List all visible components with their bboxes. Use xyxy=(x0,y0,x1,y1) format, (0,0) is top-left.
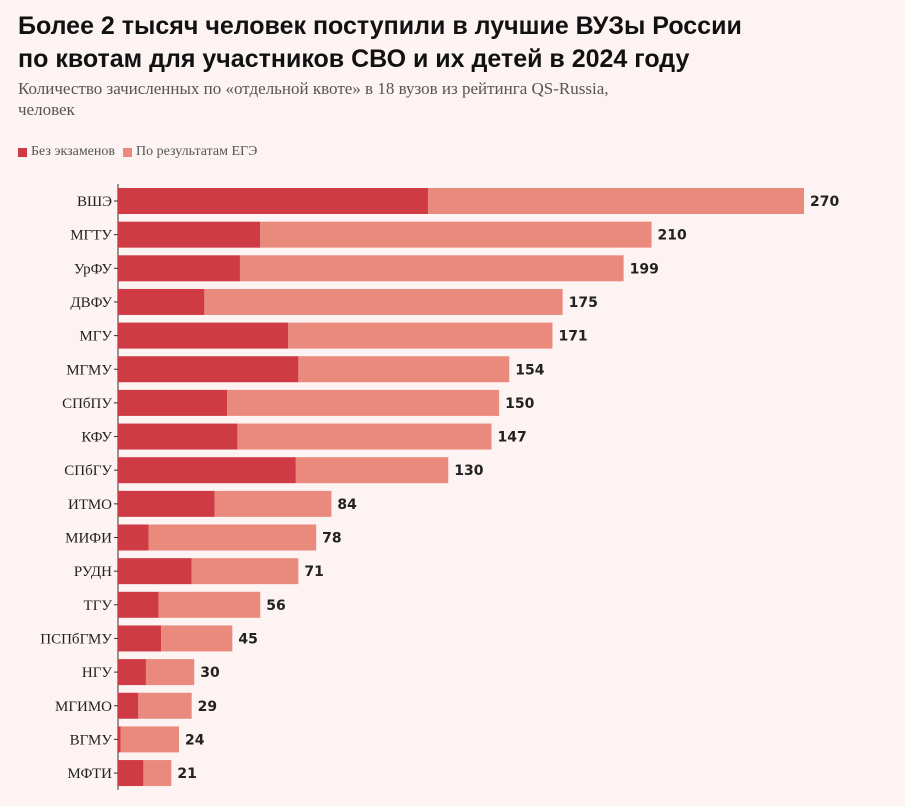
legend-item-no-exams: Без экзаменов xyxy=(18,144,115,160)
bar-segment-no-exams xyxy=(118,524,149,551)
bar-segment-no-exams xyxy=(118,760,144,787)
bar-segment-no-exams xyxy=(118,356,299,383)
category-label: ВШЭ xyxy=(77,194,112,210)
legend-swatch-ege xyxy=(123,147,132,157)
chart-subtitle: Количество зачисленных по «отдельной кво… xyxy=(18,78,878,120)
total-value-label: 45 xyxy=(238,631,257,647)
legend-label-ege: По результатам ЕГЭ xyxy=(136,144,258,159)
bar-segment-ege xyxy=(120,726,179,753)
bar-segment-ege xyxy=(214,490,332,517)
bar-segment-ege xyxy=(295,457,449,484)
total-value-label: 171 xyxy=(558,329,587,345)
total-value-label: 71 xyxy=(304,564,323,580)
legend-item-ege: По результатам ЕГЭ xyxy=(123,144,257,160)
chart-title: Более 2 тысяч человек поступили в лучшие… xyxy=(18,10,888,76)
bar-segment-no-exams xyxy=(118,625,162,652)
bar-segment-ege xyxy=(427,188,804,214)
category-label: ДВФУ xyxy=(70,295,112,311)
bar-segment-no-exams xyxy=(118,726,121,753)
bar-segment-no-exams xyxy=(118,255,240,282)
legend-label-no-exams: Без экзаменов xyxy=(31,144,115,159)
bar-segment-no-exams xyxy=(118,322,289,349)
category-label: НГУ xyxy=(82,665,113,681)
bar-segment-ege xyxy=(145,659,195,686)
total-value-label: 29 xyxy=(198,699,217,715)
total-value-label: 24 xyxy=(185,732,205,748)
bar-segment-ege xyxy=(204,288,563,315)
category-label: МГИМО xyxy=(55,699,112,715)
bar-segment-ege xyxy=(239,255,624,282)
bar-segment-ege xyxy=(237,423,492,450)
total-value-label: 154 xyxy=(515,362,544,378)
total-value-label: 84 xyxy=(337,497,357,513)
total-value-label: 210 xyxy=(658,228,687,244)
bar-segment-ege xyxy=(227,389,500,416)
bar-segment-ege xyxy=(298,356,510,383)
category-label: СПбГУ xyxy=(64,463,112,479)
bar-segment-ege xyxy=(191,558,299,585)
total-value-label: 270 xyxy=(810,194,839,210)
total-value-label: 175 xyxy=(569,295,598,311)
category-label: ТГУ xyxy=(84,598,113,614)
bar-segment-ege xyxy=(161,625,233,652)
bar-segment-ege xyxy=(138,692,192,719)
title-line-1: Более 2 тысяч человек поступили в лучшие… xyxy=(18,12,742,40)
category-label: УрФУ xyxy=(74,261,113,277)
total-value-label: 56 xyxy=(266,598,285,614)
bar-segment-no-exams xyxy=(118,221,261,248)
category-label: ВГМУ xyxy=(70,732,113,748)
bar-segment-no-exams xyxy=(118,659,146,686)
category-label: ИТМО xyxy=(68,497,112,513)
category-label: КФУ xyxy=(81,430,112,446)
total-value-label: 30 xyxy=(200,665,220,681)
bar-segment-no-exams xyxy=(118,423,238,450)
subtitle-line-2: человек xyxy=(18,100,75,119)
subtitle-line-1: Количество зачисленных по «отдельной кво… xyxy=(18,79,609,98)
bar-segment-no-exams xyxy=(118,692,139,719)
category-label: ПСПбГМУ xyxy=(40,631,112,647)
bar-segment-ege xyxy=(158,591,261,618)
total-value-label: 199 xyxy=(630,261,659,277)
legend-swatch-no-exams xyxy=(18,147,27,157)
total-value-label: 150 xyxy=(505,396,534,412)
bar-segment-ege xyxy=(148,524,317,551)
bar-segment-no-exams xyxy=(118,457,296,484)
bar-segment-no-exams xyxy=(118,558,192,585)
bar-segment-ege xyxy=(260,221,652,248)
bar-segment-no-exams xyxy=(118,591,159,618)
total-value-label: 147 xyxy=(497,430,526,446)
bar-segment-no-exams xyxy=(118,389,228,416)
category-label: МГУ xyxy=(79,329,112,345)
total-value-label: 21 xyxy=(177,766,196,782)
bar-segment-no-exams xyxy=(118,490,215,517)
category-label: МГТУ xyxy=(70,228,112,244)
total-value-label: 78 xyxy=(322,531,341,547)
bar-segment-no-exams xyxy=(118,188,428,214)
category-label: МИФИ xyxy=(65,531,112,547)
bar-segment-ege xyxy=(143,760,172,787)
bar-segment-no-exams xyxy=(118,288,205,315)
category-label: СПбПУ xyxy=(62,396,112,412)
total-value-label: 130 xyxy=(454,463,483,479)
category-label: МГМУ xyxy=(66,362,112,378)
category-label: МФТИ xyxy=(67,766,112,782)
title-line-2: по квотам для участников СВО и их детей … xyxy=(18,45,690,73)
legend: Без экзаменов По результатам ЕГЭ xyxy=(18,144,265,160)
bar-segment-ege xyxy=(288,322,553,349)
category-label: РУДН xyxy=(74,564,112,580)
